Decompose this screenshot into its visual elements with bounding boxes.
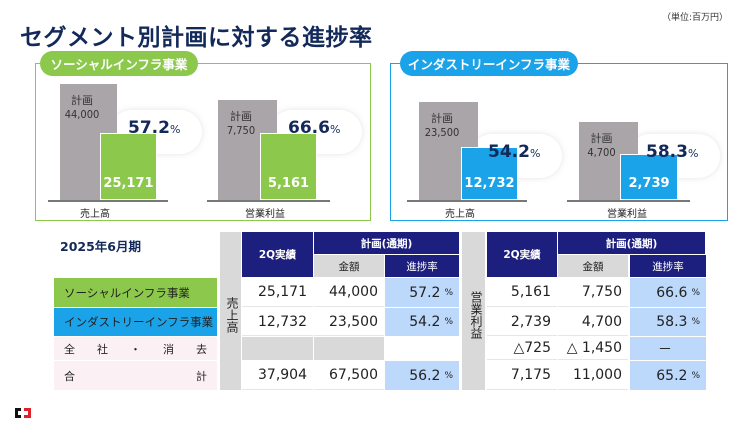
row-label-char: 合 [64,369,75,383]
actual-value: 25,171 [103,176,154,191]
industry-infra-pill: インダストリーインフラ事業 [400,51,578,76]
header-plan-1: 計画(通期) [558,232,705,254]
sales-plan: 67,500 [314,361,384,390]
op-progress: － [630,337,706,360]
op-progress-cell: 65.2% [630,361,706,390]
empty-cell [242,337,313,360]
header-actual-1: 2Q実績 [487,232,557,277]
percent-unit: % [444,287,453,298]
plan-value: 7,750 [226,124,256,137]
op-actual: 5,161 [487,278,557,307]
percent-unit: % [691,370,700,381]
company-logo [14,404,32,418]
actual-value: 5,161 [267,176,310,191]
row-label: インダストリーインフラ事業 [54,308,217,336]
percent-unit: % [169,123,181,136]
header-progress-0: 進捗率 [385,255,459,277]
op-actual: 2,739 [487,308,557,336]
header-amount-0: 金額 [314,255,384,277]
percent-unit: % [444,370,453,381]
percent-unit: % [691,317,700,327]
row-label-char: 社 [97,342,108,356]
row-label-char: 全 [64,342,75,356]
axis-label: 営業利益 [245,209,285,220]
progress-percent: 57.2 [128,118,170,138]
percent-unit: % [529,147,541,160]
op-progress-cell: 58.3% [630,308,706,336]
period-label: 2025年6月期 [60,239,141,254]
op-progress-cell: 66.6% [630,278,706,307]
sales-actual: 12,732 [242,308,313,336]
sales-vertical-header: 売上高 [220,232,241,390]
row-label: ソーシャルインフラ事業 [54,278,217,307]
sales-actual: 37,904 [242,361,313,390]
progress-percent: 58.3 [646,142,688,162]
sales-progress-cell: 56.2% [385,361,459,390]
percent-unit: % [687,147,699,160]
actual-bar [100,133,157,200]
op-plan: 11,000 [558,361,628,390]
op-plan: △ 1,450 [558,337,628,360]
op-progress: 65.2 [656,367,688,384]
plan-value: 23,500 [424,126,460,139]
social-infra-panel [35,63,371,221]
actual-value: 2,739 [628,176,670,191]
header-actual-0: 2Q実績 [242,232,313,277]
row-label-char: 消 [163,342,174,356]
baseline [567,200,690,202]
percent-unit: % [444,317,453,327]
percent-unit: % [329,123,341,136]
op-plan: 4,700 [558,308,628,336]
baseline [207,200,330,202]
percent-unit: % [691,287,700,298]
plan-label: 計画 [590,132,613,145]
axis-label: 売上高 [445,209,475,220]
header-progress-1: 進捗率 [630,255,706,277]
plan-label: 計画 [431,112,453,125]
progress-percent: 66.6 [288,118,330,138]
plan-label: 計画 [71,94,93,107]
sales-progress: 54.2 [409,314,441,330]
op-progress: 66.6 [656,284,688,301]
sales-plan: 23,500 [314,308,384,336]
plan-value: 44,000 [64,108,100,121]
actual-bar [260,133,317,200]
op-plan: 7,750 [558,278,628,307]
row-label: 全 社 ・ 消 去 [54,337,217,360]
progress-percent: 54.2 [488,142,530,162]
row-label-char: ・ [130,342,141,356]
op-income-vertical-header: 営業利益 [462,232,485,390]
sales-progress: 56.2 [409,367,441,384]
axis-label: 営業利益 [607,209,647,220]
sales-progress-cell: 54.2% [385,308,459,336]
op-actual: △725 [487,337,557,360]
unit-label: （単位:百万円） [662,13,729,23]
actual-bar [461,147,518,200]
sales-actual: 25,171 [242,278,313,307]
row-label-char: 去 [196,342,207,356]
sales-progress: 57.2 [409,284,441,301]
baseline [48,200,168,202]
social-infra-pill: ソーシャルインフラ事業 [40,51,198,76]
plan-value: 4,700 [587,146,616,159]
row-label: 合計 [54,361,217,390]
actual-bar [620,154,678,200]
header-amount-1: 金額 [558,255,628,277]
op-actual: 7,175 [487,361,557,390]
plan-label: 計画 [230,110,252,123]
sales-progress-cell: 57.2% [385,278,459,307]
sales-plan: 44,000 [314,278,384,307]
page-title: セグメント別計画に対する進捗率 [20,25,373,51]
actual-value: 12,732 [464,176,515,191]
row-label-char: 計 [196,369,207,383]
op-progress: 58.3 [656,314,688,330]
baseline [407,200,527,202]
empty-cell [385,337,459,360]
empty-cell [314,337,384,360]
axis-label: 売上高 [80,209,110,220]
header-plan-0: 計画(通期) [314,232,459,254]
